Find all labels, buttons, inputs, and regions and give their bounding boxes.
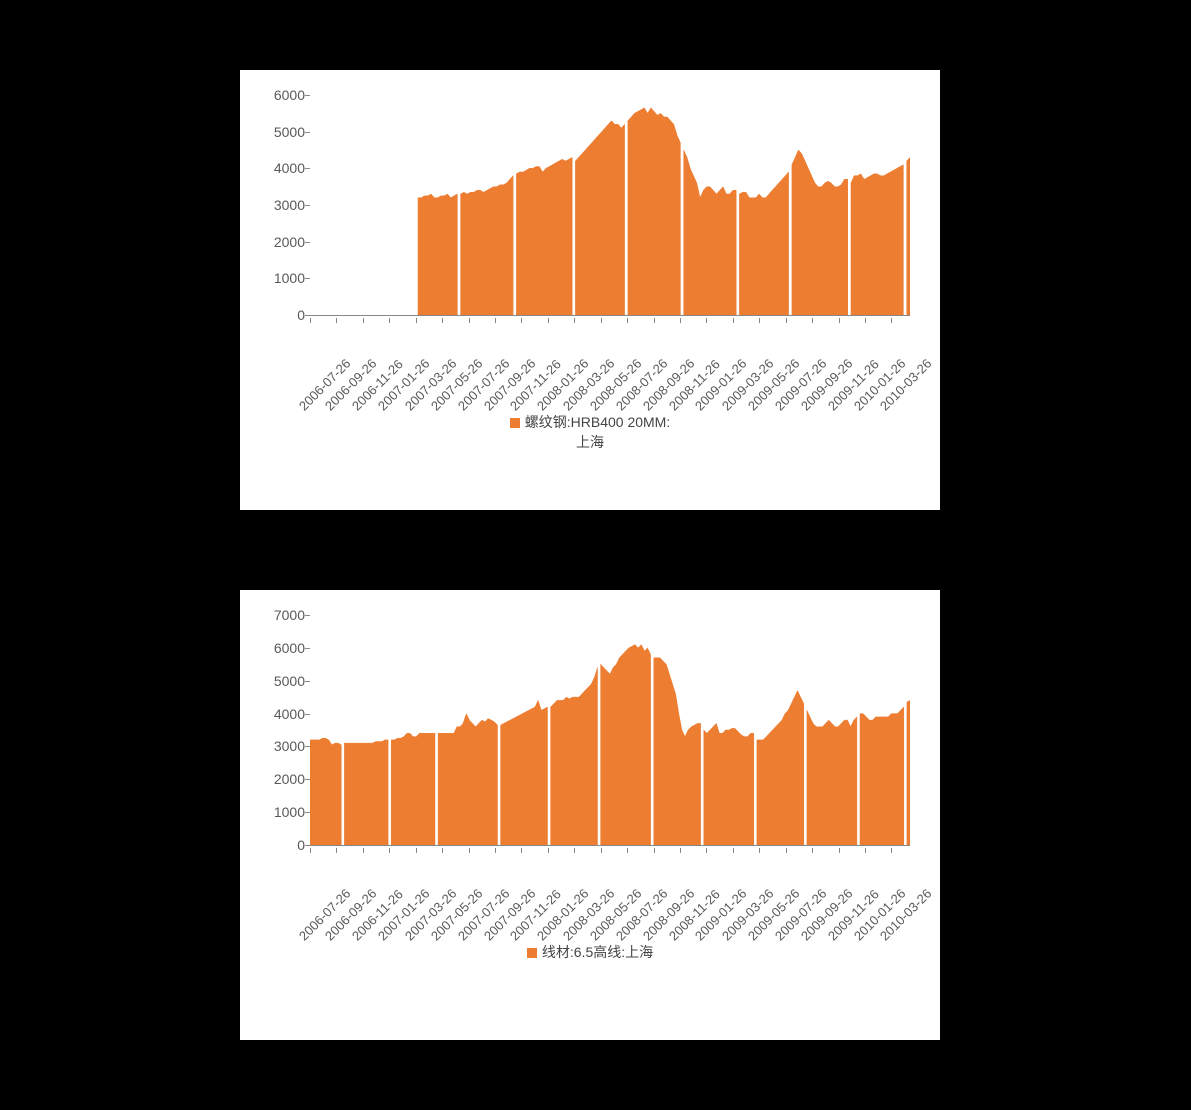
y-tick-label: 4000 [260,706,305,722]
legend-text-1b: 上海 [576,434,604,450]
legend-swatch-icon [527,948,537,958]
y-tick-label: 1000 [260,270,305,286]
chart-panel-rebar: 0 1000 2000 3000 4000 5000 6000 2006-07-262006… [240,70,940,510]
x-axis-2: 2006-07-262006-09-262006-11-262007-01-26… [310,848,910,938]
legend-text-1a: 螺纹钢:HRB400 20MM: [525,414,670,430]
y-tick-label: 6000 [260,640,305,656]
plot-wrap-1: 0100020003000400050006000 2006-07-262006… [310,95,920,408]
y-tick-label: 0 [260,307,305,323]
plot-wrap-2: 01000200030004000500060007000 2006-07-26… [310,615,920,938]
plot-area-1 [310,95,910,316]
y-tick-label: 0 [260,837,305,853]
legend-2: 线材:6.5高线:上海 [260,943,920,963]
y-tick-label: 5000 [260,673,305,689]
legend-1: 螺纹钢:HRB400 20MM: 上海 [260,413,920,452]
legend-text-2: 线材:6.5高线:上海 [542,944,653,960]
legend-swatch-icon [510,418,520,428]
y-tick-label: 5000 [260,124,305,140]
y-tick-label: 6000 [260,87,305,103]
chart-panel-wire: 0 1000 2000 3000 4000 5000 6000 7000 2006-07-26… [240,590,940,1040]
y-tick-label: 1000 [260,804,305,820]
plot-area-2 [310,615,910,846]
y-tick-label: 2000 [260,771,305,787]
y-tick-label: 7000 [260,607,305,623]
y-axis-2: 01000200030004000500060007000 [260,615,305,845]
y-tick-label: 4000 [260,160,305,176]
y-tick-label: 3000 [260,197,305,213]
x-axis-1: 2006-07-262006-09-262006-11-262007-01-26… [310,318,910,408]
y-tick-label: 2000 [260,234,305,250]
y-tick-label: 3000 [260,738,305,754]
y-axis-1: 0100020003000400050006000 [260,95,305,315]
